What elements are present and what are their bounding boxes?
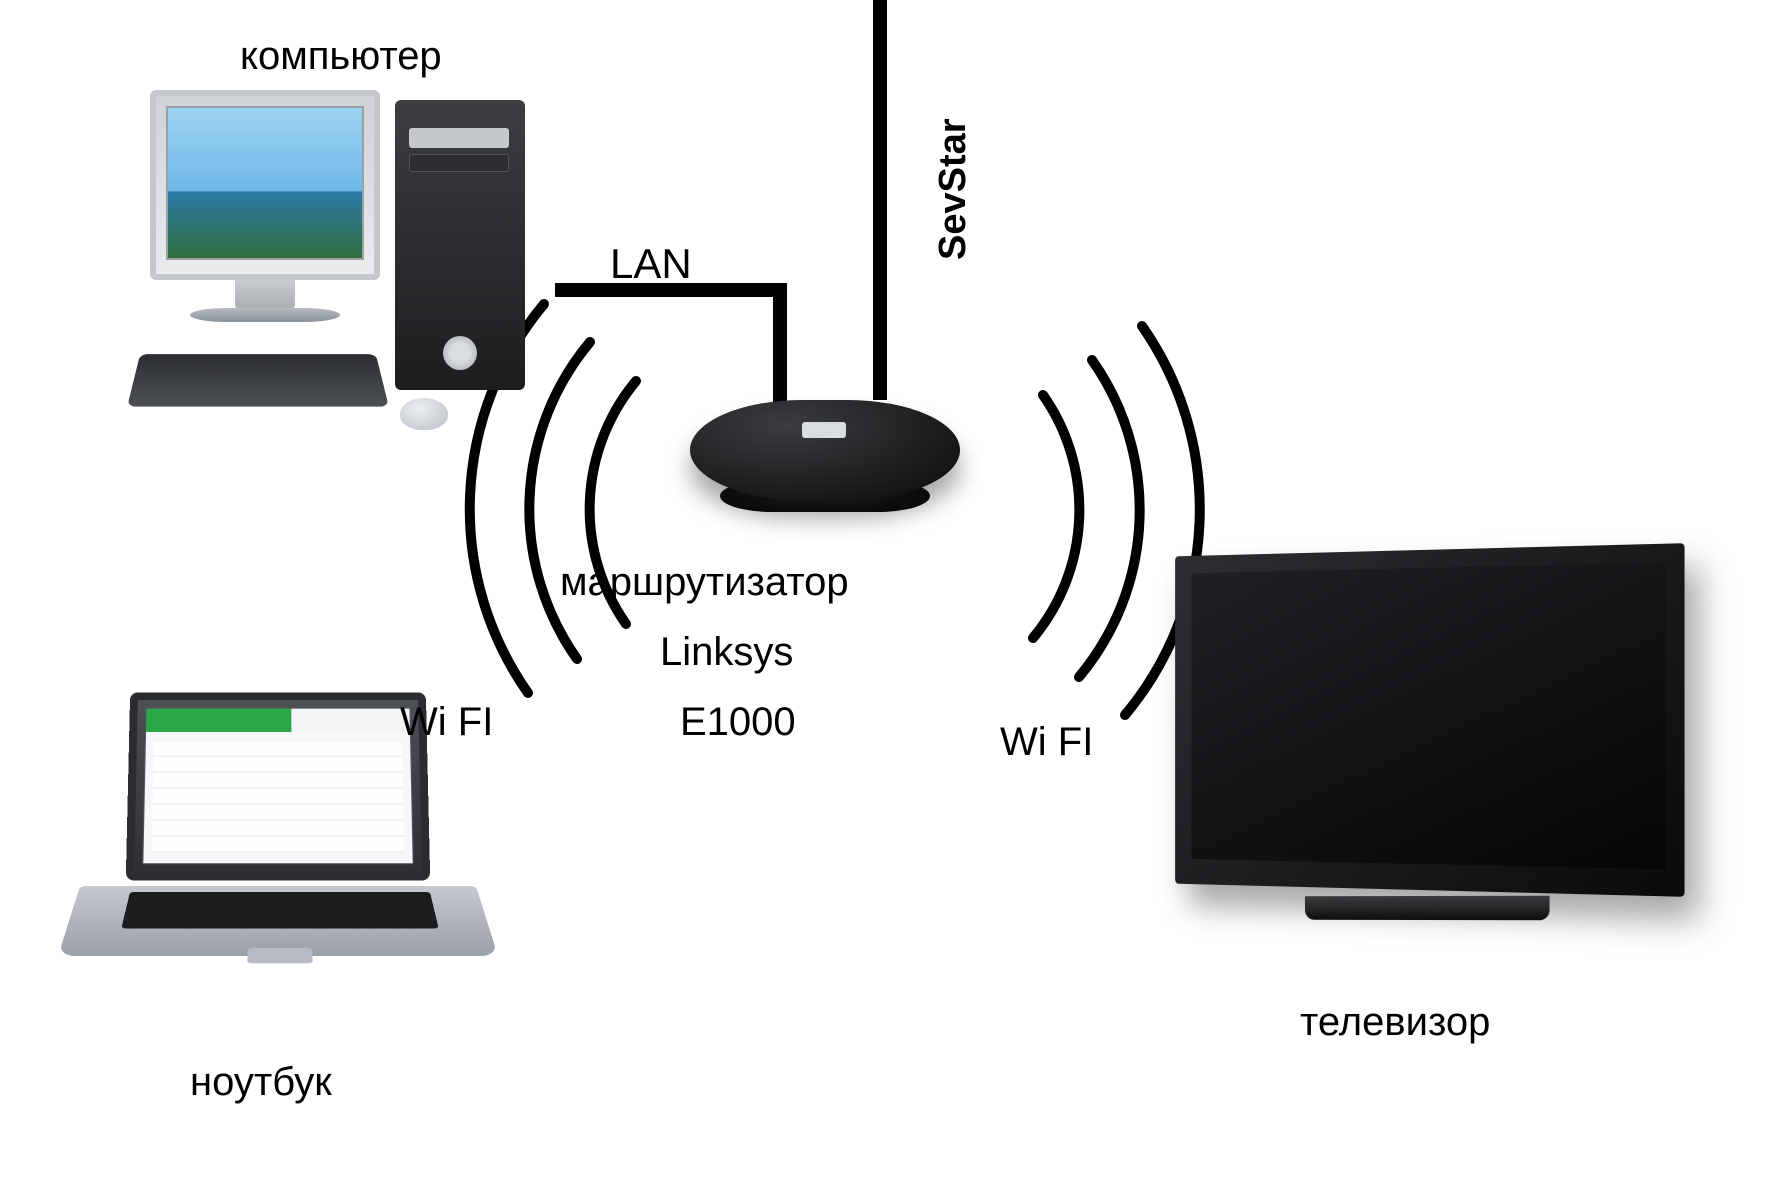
router-icon [690,370,960,530]
label-lan: LAN [610,240,692,288]
label-wifi-left: Wi FI [400,700,493,745]
label-laptop: ноутбук [190,1060,332,1105]
label-router-1: маршрутизатор [560,560,849,605]
keyboard-icon [127,354,389,406]
mouse-icon [400,398,448,430]
label-tv: телевизор [1300,1000,1490,1045]
label-computer: компьютер [240,34,442,79]
label-router-2: Linksys [660,630,793,675]
monitor-icon [150,90,380,280]
label-isp: SevStar [932,60,975,260]
label-router-3: E1000 [680,700,796,745]
tower-icon [395,100,525,390]
tv-icon [1140,540,1710,960]
label-wifi-right: Wi FI [1000,720,1093,765]
desktop-computer-icon [130,90,550,450]
